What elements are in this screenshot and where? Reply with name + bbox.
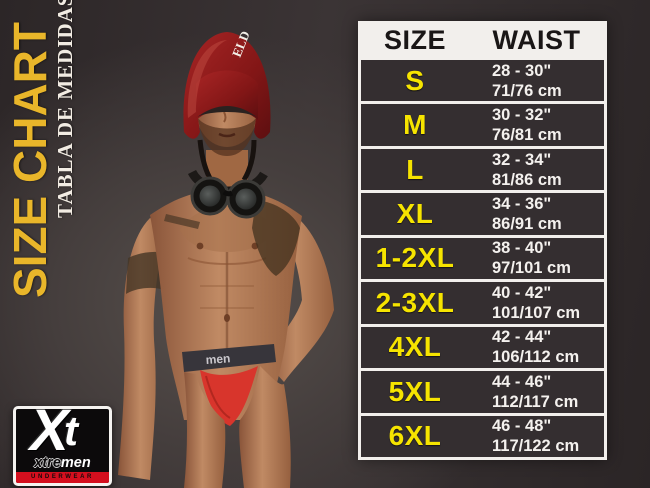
brand-logo: X t xtremen UNDERWEAR [13, 406, 112, 486]
waist-cell: 40 - 42" 101/107 cm [469, 282, 604, 323]
table-row: M 30 - 32" 76/81 cm [361, 104, 604, 146]
waist-inches: 28 - 30" [492, 61, 552, 80]
logo-brand-suffix: men [60, 455, 91, 471]
chest-tattoo [252, 200, 300, 276]
waist-cm: 76/81 cm [492, 126, 562, 145]
page-title-vertical: SIZE CHART [4, 22, 56, 298]
waist-cm: 86/91 cm [492, 215, 562, 234]
table-row: 4XL 42 - 44" 106/112 cm [361, 326, 604, 369]
waist-cm: 97/101 cm [492, 259, 571, 278]
size-cell: L [406, 153, 424, 185]
table-row: 6XL 46 - 48" 117/122 cm [361, 415, 604, 457]
logo-letter-t: t [64, 407, 78, 454]
shoulder-script-tattoo [164, 214, 200, 229]
size-cell: 6XL [388, 420, 442, 452]
size-cell: 5XL [388, 375, 442, 407]
waist-cell: 28 - 30" 71/76 cm [469, 60, 604, 101]
model-left-leg [239, 366, 291, 488]
table-row: 1-2XL 38 - 40" 97/101 cm [361, 237, 604, 280]
logo-letter-x: X [30, 406, 69, 463]
waist-cell: 34 - 36" 86/91 cm [469, 193, 604, 234]
waist-inches: 44 - 46" [492, 372, 552, 391]
table-row: 2-3XL 40 - 42" 101/107 cm [361, 282, 604, 324]
table-row: 5XL 44 - 46" 112/117 cm [361, 371, 604, 413]
table-row: L 32 - 34" 81/86 cm [361, 148, 604, 191]
waist-cm: 81/86 cm [492, 170, 562, 189]
page-subtitle-vertical: TABLA DE MEDIDAS [53, 0, 77, 218]
size-cell: S [405, 64, 425, 96]
logo-monogram: X t [16, 407, 109, 463]
waist-cell: 32 - 34" 81/86 cm [469, 149, 604, 190]
waist-cell: 38 - 40" 97/101 cm [469, 238, 604, 279]
waist-cm: 117/122 cm [492, 437, 580, 456]
waist-cm: 106/112 cm [492, 348, 580, 367]
waist-cell: 44 - 46" 112/117 cm [469, 371, 604, 412]
logo-tagline: UNDERWEAR [16, 472, 109, 483]
header-waist: WAIST [492, 25, 581, 55]
table-row: XL 34 - 36" 86/91 cm [361, 193, 604, 235]
waist-inches: 38 - 40" [492, 239, 552, 258]
waist-inches: 42 - 44" [492, 328, 552, 347]
logo-brand-prefix: xtre [34, 455, 61, 471]
waist-cm: 101/107 cm [492, 303, 581, 322]
waist-cell: 46 - 48" 117/122 cm [469, 416, 604, 457]
size-cell: XL [396, 198, 434, 230]
waist-inches: 40 - 42" [492, 283, 552, 302]
waist-inches: 34 - 36" [492, 195, 552, 214]
size-cell: 2-3XL [375, 286, 455, 318]
waistband-text: men [205, 351, 231, 367]
header-size: SIZE [383, 25, 446, 55]
logo-brand-name: xtremen [16, 456, 109, 472]
size-cell: M [403, 109, 427, 141]
table-row: S 28 - 30" 71/76 cm [361, 60, 604, 102]
waist-inches: 32 - 34" [492, 150, 552, 169]
jock-waistband [182, 344, 276, 372]
size-cell: 1-2XL [375, 242, 455, 274]
waist-inches: 46 - 48" [492, 417, 552, 436]
waist-cm: 112/117 cm [492, 392, 579, 411]
model-right-leg [184, 372, 226, 488]
waist-cell: 30 - 32" 76/81 cm [469, 104, 604, 145]
size-table-header: SIZE WAIST [361, 24, 604, 57]
waist-inches: 30 - 32" [492, 106, 552, 125]
model-photo: ELD men [118, 29, 334, 488]
waist-cm: 71/76 cm [492, 81, 562, 100]
waist-cell: 42 - 44" 106/112 cm [469, 327, 604, 368]
size-cell: 4XL [388, 331, 442, 363]
size-table: SIZE WAIST S 28 - 30" 71/76 cm M 30 - 32… [358, 21, 607, 460]
